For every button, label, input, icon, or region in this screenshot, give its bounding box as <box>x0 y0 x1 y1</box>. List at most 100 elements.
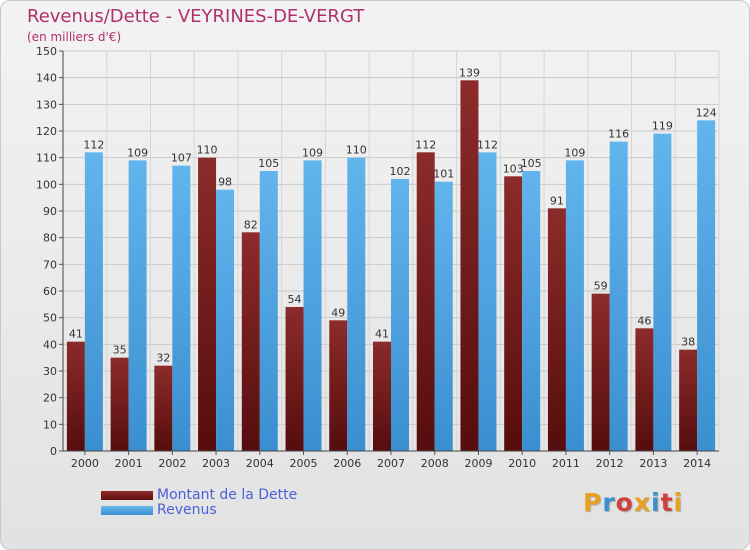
logo-letter: P <box>583 488 603 517</box>
data-label-debt: 139 <box>459 66 480 79</box>
x-tick-label: 2010 <box>508 457 536 470</box>
data-label-debt: 91 <box>550 194 564 207</box>
x-tick-label: 2001 <box>115 457 143 470</box>
bar-debt <box>547 208 566 451</box>
bar-revenue <box>434 181 453 451</box>
logo-letter: o <box>615 488 634 517</box>
bar-debt <box>591 293 610 451</box>
y-tick-label: 20 <box>43 392 57 405</box>
data-label-revenue: 105 <box>258 157 279 170</box>
data-label-debt: 32 <box>156 352 170 365</box>
data-label-debt: 54 <box>288 293 302 306</box>
bar-debt <box>679 349 698 451</box>
x-tick-label: 2013 <box>639 457 667 470</box>
x-tick-label: 2014 <box>683 457 711 470</box>
bar-debt <box>460 80 479 451</box>
data-label-debt: 110 <box>197 144 218 157</box>
data-label-revenue: 109 <box>302 146 323 159</box>
y-tick-label: 40 <box>43 338 57 351</box>
y-tick-label: 30 <box>43 365 57 378</box>
y-tick-label: 110 <box>36 152 57 165</box>
x-tick-label: 2007 <box>377 457 405 470</box>
bar-revenue <box>84 152 103 452</box>
bar-debt <box>373 341 391 451</box>
logo-letter: t <box>660 488 674 517</box>
y-tick-label: 100 <box>36 178 57 191</box>
data-label-revenue: 112 <box>477 138 498 151</box>
y-tick-label: 10 <box>43 418 57 431</box>
logo-letter: r <box>602 488 616 517</box>
y-tick-label: 70 <box>43 258 57 271</box>
data-label-debt: 41 <box>69 328 83 341</box>
bar-revenue <box>172 165 191 451</box>
data-label-debt: 41 <box>375 328 389 341</box>
x-tick-label: 2012 <box>596 457 624 470</box>
bar-revenue <box>391 179 409 451</box>
data-label-debt: 46 <box>637 314 651 327</box>
bar-revenue <box>347 157 366 451</box>
bar-debt <box>285 307 304 451</box>
data-label-debt: 103 <box>503 162 524 175</box>
bar-revenue <box>303 160 322 452</box>
legend-swatch-debt <box>101 491 153 500</box>
data-label-revenue: 124 <box>696 106 717 119</box>
logo-letter: x <box>633 488 651 517</box>
bar-revenue <box>653 133 672 451</box>
y-tick-label: 90 <box>43 205 57 218</box>
bar-debt <box>110 357 129 451</box>
bar-debt <box>66 341 85 451</box>
y-tick-label: 150 <box>36 45 57 58</box>
chart-subtitle: (en milliers d'€) <box>27 30 122 44</box>
data-label-revenue: 109 <box>127 146 148 159</box>
data-label-revenue: 119 <box>652 120 673 133</box>
y-tick-label: 140 <box>36 72 57 85</box>
data-label-debt: 35 <box>113 344 127 357</box>
x-tick-label: 2009 <box>464 457 492 470</box>
bar-debt <box>329 320 348 451</box>
data-label-debt: 49 <box>331 306 345 319</box>
data-label-revenue: 98 <box>218 176 232 189</box>
x-tick-label: 2002 <box>158 457 186 470</box>
y-tick-label: 120 <box>36 125 57 138</box>
bar-revenue <box>522 171 541 451</box>
legend-swatch-revenue <box>101 506 153 515</box>
bar-revenue <box>565 160 584 452</box>
y-tick-label: 130 <box>36 98 57 111</box>
y-tick-label: 80 <box>43 232 57 245</box>
x-tick-label: 2005 <box>290 457 318 470</box>
bar-debt <box>504 176 523 452</box>
x-tick-label: 2003 <box>202 457 230 470</box>
bar-revenue <box>128 160 147 452</box>
data-label-revenue: 109 <box>564 146 585 159</box>
x-tick-label: 2008 <box>421 457 449 470</box>
data-label-revenue: 112 <box>83 138 104 151</box>
legend-label-debt: Montant de la Dette <box>157 487 298 503</box>
bar-debt <box>198 157 217 451</box>
chart-title: Revenus/Dette - VEYRINES-DE-VERGT <box>27 6 365 27</box>
data-label-revenue: 101 <box>433 168 454 181</box>
bar-revenue <box>216 189 235 451</box>
data-label-revenue: 102 <box>390 165 411 178</box>
y-tick-label: 60 <box>43 285 57 298</box>
bar-debt <box>635 328 654 451</box>
x-tick-label: 2006 <box>333 457 361 470</box>
bar-revenue <box>697 120 716 451</box>
legend-label-revenue: Revenus <box>157 502 217 518</box>
bar-revenue <box>609 141 628 451</box>
data-label-debt: 59 <box>594 280 608 293</box>
y-tick-label: 0 <box>50 445 57 458</box>
logo-letter: i <box>673 488 684 517</box>
bar-revenue <box>478 152 497 452</box>
data-label-revenue: 116 <box>608 128 629 141</box>
proxiti-logo: Proxiti <box>583 488 683 517</box>
x-tick-label: 2000 <box>71 457 99 470</box>
data-label-revenue: 105 <box>521 157 542 170</box>
data-label-debt: 82 <box>244 218 258 231</box>
logo-letter: i <box>651 488 661 517</box>
bar-revenue <box>259 171 278 451</box>
data-label-revenue: 110 <box>346 144 367 157</box>
data-label-debt: 38 <box>681 336 695 349</box>
bar-debt <box>416 152 435 452</box>
